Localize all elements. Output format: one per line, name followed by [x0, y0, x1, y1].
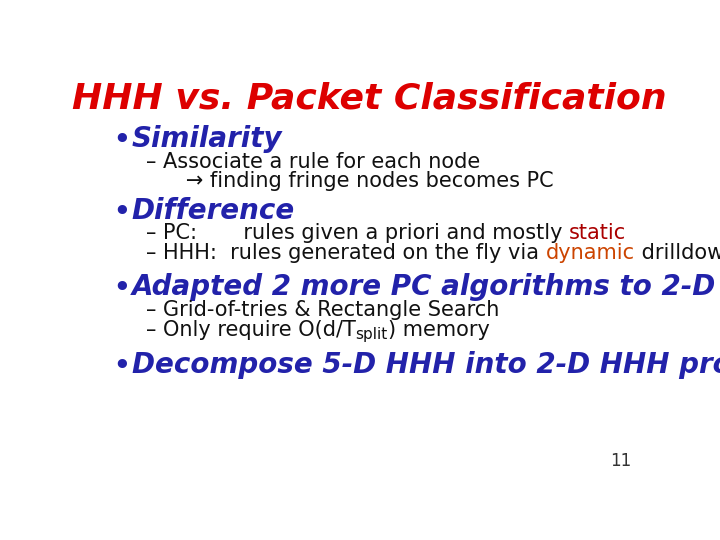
Text: dynamic: dynamic [546, 243, 634, 263]
Text: – Associate a rule for each node: – Associate a rule for each node [145, 152, 480, 172]
Text: •: • [112, 197, 131, 228]
Text: static: static [569, 223, 626, 243]
Text: Adapted 2 more PC algorithms to 2-D HHH: Adapted 2 more PC algorithms to 2-D HHH [132, 273, 720, 301]
Text: •: • [112, 125, 131, 156]
Text: – PC:       rules given a priori and mostly: – PC: rules given a priori and mostly [145, 223, 569, 243]
Text: ) memory: ) memory [388, 320, 490, 340]
Text: Decompose 5-D HHH into 2-D HHH problems: Decompose 5-D HHH into 2-D HHH problems [132, 351, 720, 379]
Text: – Only require O(d/T: – Only require O(d/T [145, 320, 356, 340]
Text: split: split [356, 327, 388, 342]
Text: Similarity: Similarity [132, 125, 282, 153]
Text: 11: 11 [610, 452, 631, 470]
Text: •: • [112, 351, 131, 382]
Text: •: • [112, 273, 131, 303]
Text: → finding fringe nodes becomes PC: → finding fringe nodes becomes PC [145, 171, 554, 191]
Text: drilldown: drilldown [634, 243, 720, 263]
Text: HHH vs. Packet Classification: HHH vs. Packet Classification [72, 82, 666, 116]
Text: – Grid-of-tries & Rectangle Search: – Grid-of-tries & Rectangle Search [145, 300, 499, 320]
Text: Difference: Difference [132, 197, 295, 225]
Text: – HHH:  rules generated on the fly via: – HHH: rules generated on the fly via [145, 243, 546, 263]
